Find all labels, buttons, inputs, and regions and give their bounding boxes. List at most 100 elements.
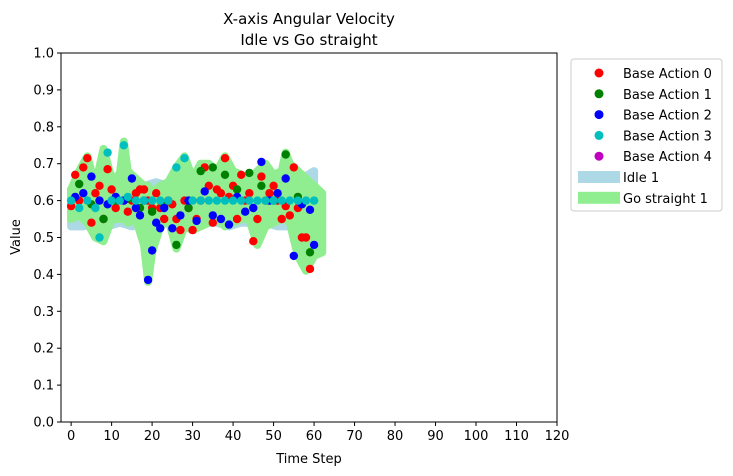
point-series0-38 [220, 154, 230, 163]
point-series2-2 [87, 172, 96, 181]
point-series3-32 [309, 196, 319, 205]
y-tick-label-0: 0.0 [33, 416, 54, 431]
x-tick-label-7: 70 [346, 429, 363, 444]
legend-label-4: Base Action 4 [623, 150, 712, 165]
point-series2-31 [289, 251, 298, 261]
point-series3-20 [212, 196, 222, 205]
point-series1-17 [281, 150, 290, 159]
y-tick-label-10: 1.0 [33, 47, 54, 62]
point-series3-21 [220, 196, 230, 205]
point-series0-7 [95, 181, 104, 190]
point-series2-1 [79, 189, 88, 198]
point-series0-9 [103, 165, 112, 174]
point-series3-4 [95, 233, 104, 242]
y-tick-label-6: 0.6 [33, 194, 54, 209]
point-series1-15 [257, 181, 266, 190]
point-series3-24 [245, 196, 254, 205]
point-series1-0 [75, 179, 84, 189]
point-series3-29 [285, 196, 294, 205]
point-series3-26 [261, 196, 270, 205]
point-series3-27 [269, 196, 278, 205]
point-series3-14 [164, 196, 173, 205]
point-series3-15 [172, 163, 181, 172]
point-series1-10 [196, 166, 205, 176]
point-series0-44 [245, 189, 254, 198]
y-tick-label-8: 0.8 [33, 120, 54, 135]
point-series2-23 [224, 220, 234, 229]
x-tick-label-5: 50 [265, 429, 282, 444]
legend-label-2: Base Action 2 [623, 109, 712, 124]
legend-swatch-5 [578, 171, 620, 183]
y-tick-label-7: 0.7 [33, 157, 54, 172]
point-series0-10 [107, 185, 116, 194]
x-tick-label-9: 90 [427, 429, 444, 444]
point-series0-5 [87, 218, 96, 227]
point-series3-10 [131, 196, 141, 205]
y-tick-label-9: 0.9 [33, 83, 54, 98]
x-ticks: 0 10 20 30 40 50 60 70 80 90 100 110 120 [67, 422, 569, 444]
point-series0-14 [123, 207, 132, 216]
point-series3-9 [123, 192, 132, 202]
point-series3-25 [253, 196, 262, 205]
point-series2-9 [135, 211, 145, 220]
point-series2-33 [305, 205, 315, 214]
x-tick-label-6: 60 [306, 429, 323, 444]
y-axis-label: Value [9, 219, 24, 255]
point-series3-5 [103, 148, 112, 157]
point-series0-37 [216, 189, 226, 198]
point-series2-26 [249, 203, 258, 213]
x-tick-label-2: 20 [144, 429, 161, 444]
legend: Base Action 0 Base Action 1 Base Action 2 B… [570, 58, 723, 212]
point-series3-22 [228, 196, 238, 205]
chart-subtitle: Idle vs Go straight [240, 31, 377, 49]
point-series3-23 [237, 196, 246, 205]
point-series1-9 [184, 203, 193, 213]
legend-marker-0 [594, 68, 604, 78]
point-series3-30 [293, 196, 303, 205]
point-series2-25 [241, 207, 250, 216]
point-series2-15 [160, 203, 169, 213]
point-series0-23 [160, 214, 169, 224]
point-series3-18 [196, 196, 205, 205]
point-series3-8 [119, 141, 128, 150]
point-series3-1 [75, 203, 84, 213]
point-series0-47 [257, 172, 266, 181]
point-series3-11 [139, 196, 149, 205]
point-series2-20 [200, 187, 209, 196]
x-tick-label-11: 110 [504, 429, 529, 444]
point-series1-13 [232, 185, 242, 194]
legend-marker-1 [594, 89, 604, 99]
legend-label-1: Base Action 1 [623, 88, 712, 103]
point-series0-3 [79, 163, 88, 172]
legend-swatch-6 [578, 191, 620, 204]
point-series0-42 [237, 170, 246, 179]
point-series3-7 [115, 196, 124, 205]
point-series3-16 [180, 154, 189, 163]
point-series3-19 [204, 196, 213, 205]
y-tick-label-5: 0.5 [33, 231, 54, 246]
point-series2-27 [257, 157, 266, 167]
point-series3-3 [91, 203, 100, 213]
point-series1-12 [220, 170, 230, 179]
point-series2-12 [147, 246, 157, 255]
point-series2-3 [95, 196, 104, 205]
legend-marker-2 [594, 110, 604, 120]
legend-marker-4 [594, 151, 604, 161]
point-series0-35 [208, 218, 217, 227]
x-tick-label-10: 100 [464, 429, 489, 444]
points-layer [66, 141, 319, 285]
point-series3-0 [66, 196, 76, 205]
point-series1-19 [305, 248, 315, 257]
x-tick-label-12: 120 [545, 429, 570, 444]
point-series0-1 [71, 170, 80, 179]
point-series2-8 [131, 203, 141, 213]
legend-label-6: Go straight 1 [623, 192, 708, 207]
point-series0-27 [176, 225, 185, 235]
point-series0-59 [305, 264, 315, 274]
point-series2-22 [216, 214, 226, 224]
legend-label-0: Base Action 0 [623, 67, 712, 82]
point-series0-52 [277, 214, 286, 224]
point-series0-50 [269, 181, 278, 190]
x-tick-label-3: 30 [184, 429, 201, 444]
legend-label-5: Idle 1 [623, 171, 659, 186]
